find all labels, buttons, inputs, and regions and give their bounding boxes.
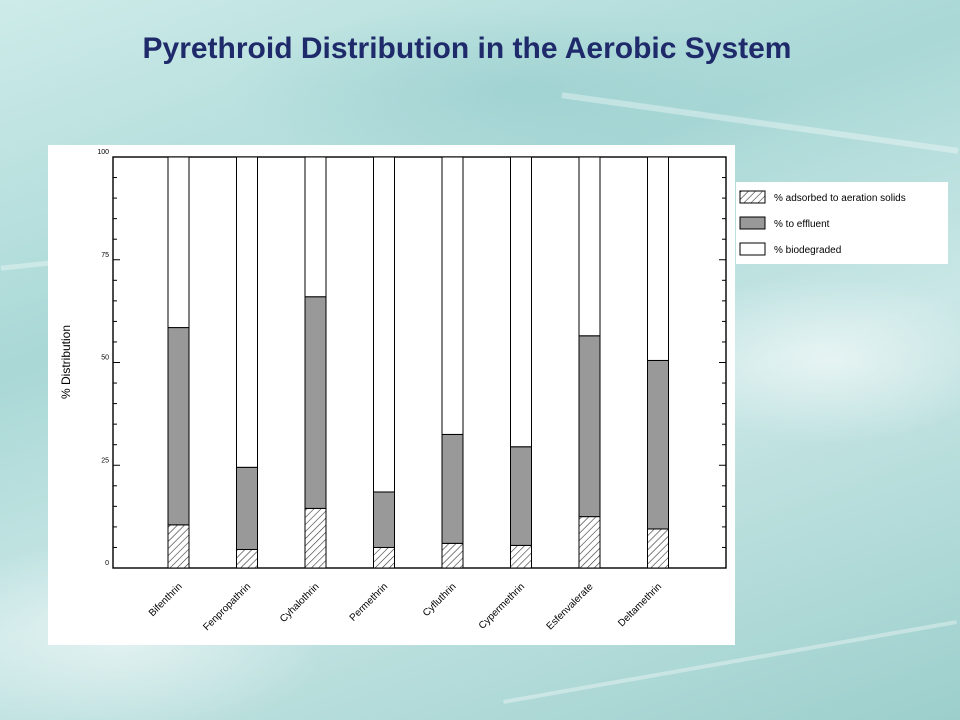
bar-segment [373,546,395,569]
plot-frame [112,156,727,569]
bar-segment [373,156,395,493]
slide-title: Pyrethroid Distribution in the Aerobic S… [142,32,792,65]
bar-segment [578,335,601,518]
y-tick-label: 75 [101,252,109,259]
x-tick-label: Bifenthrin [147,581,185,619]
x-tick-label: Permethrin [348,581,390,623]
legend-label: % to effluent [774,219,830,230]
bar-segment [304,156,327,298]
bar-segment [578,156,601,337]
x-tick-label: Fenpropathrin [201,581,253,633]
legend-label: % biodegraded [774,245,841,256]
chart-panel: % Distribution 0 25 50 75 100 Bifenthrin Fenp… [48,145,735,645]
bar-segment [647,156,669,361]
bar-segment [647,359,669,530]
bar-segment [167,327,190,526]
bar-segment [373,491,395,548]
bar-segment [304,507,327,569]
bar-segment [236,549,258,569]
bar-segment [441,156,464,435]
y-tick-label: 50 [101,355,109,362]
y-axis-label: % Distribution [59,325,73,399]
bar-segment [236,156,258,468]
bar-segment [510,156,532,448]
bar-segment [167,156,190,329]
bar-segment [510,446,532,546]
bar-segment [578,516,601,569]
x-tick-label: Cyhalothrin [278,581,322,625]
y-tick-label: 0 [105,560,109,567]
legend: % adsorbed to aeration solids % to efflue… [736,182,948,264]
stacked-bar-chart: % Distribution 0 25 50 75 100 Bifenthrin Fenp… [59,149,727,633]
bar-segment [441,433,464,544]
legend-swatch [739,242,766,256]
x-tick-label: Esfenvalerate [545,581,596,632]
legend-swatch [739,190,766,204]
bar-segment [167,524,190,569]
bar-segment [236,466,258,551]
bar-segment [304,296,327,509]
bar-segment [510,544,532,569]
bar-segment [441,542,464,569]
bar-segment [647,528,669,569]
legend-swatch [739,216,766,230]
y-tick-label: 25 [101,457,109,464]
x-tick-label: Deltamethrin [616,581,664,629]
x-tick-label: Cyfluthrin [421,581,459,619]
x-tick-label: Cypermethrin [477,581,527,631]
y-tick-label: 100 [97,149,109,156]
legend-label: % adsorbed to aeration solids [774,193,906,204]
